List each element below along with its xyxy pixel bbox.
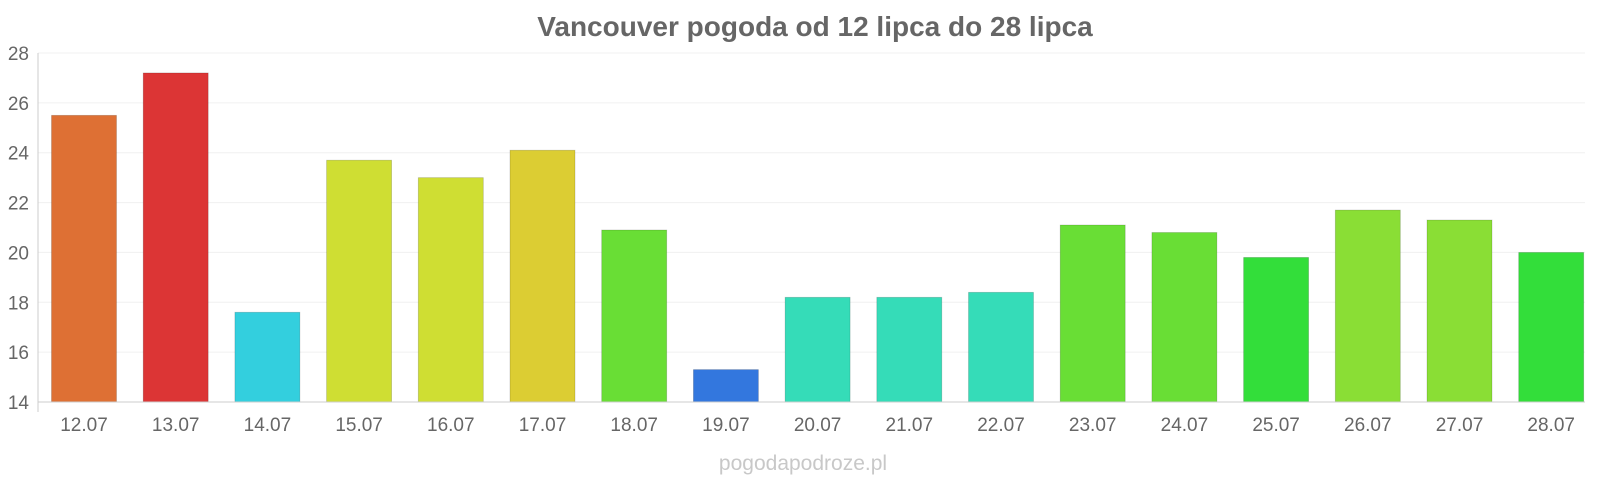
x-tick-label: 26.07	[1344, 415, 1392, 436]
x-tick-label: 12.07	[60, 415, 108, 436]
bar-23.07	[1059, 224, 1126, 403]
x-tick-label: 16.07	[427, 415, 475, 436]
gridlines	[38, 52, 1585, 353]
x-tick-label: 18.07	[610, 415, 658, 436]
y-tick-label: 14	[8, 393, 30, 414]
bar-13.07	[142, 72, 209, 403]
x-tick-label: 28.07	[1527, 415, 1575, 436]
axes	[37, 53, 1585, 412]
x-tick-label: 13.07	[152, 415, 200, 436]
bar-15.07	[326, 159, 393, 403]
bar-26.07	[1334, 209, 1401, 403]
y-tick-label: 22	[8, 194, 29, 215]
x-tick-label: 17.07	[519, 415, 567, 436]
x-tick-label: 15.07	[335, 415, 383, 436]
bar-12.07	[51, 114, 117, 403]
y-tick-label: 26	[8, 94, 29, 115]
bar-28.07	[1518, 252, 1585, 403]
x-tick-label: 25.07	[1252, 415, 1300, 436]
y-tick-label: 16	[8, 343, 29, 364]
x-tick-label: 21.07	[886, 415, 934, 436]
bar-14.07	[234, 311, 301, 403]
bar-20.07	[784, 296, 851, 403]
watermark: pogodapodroze.pl	[719, 452, 887, 475]
bar-21.07	[876, 296, 943, 403]
x-tick-labels: 12.07 13.07 14.07 15.07 16.07 17.07 18.07 19.07…	[60, 415, 1575, 436]
bar-24.07	[1151, 232, 1218, 403]
y-tick-label: 20	[8, 243, 29, 264]
y-tick-labels: 14 16 18 20 22 24 26 28	[8, 44, 30, 414]
bar-22.07	[968, 291, 1034, 403]
bar-19.07	[693, 369, 759, 403]
bar-25.07	[1243, 257, 1309, 403]
bar-27.07	[1426, 219, 1493, 403]
x-tick-label: 27.07	[1436, 415, 1484, 436]
x-tick-label: 20.07	[794, 415, 842, 436]
x-tick-label: 22.07	[977, 415, 1025, 436]
x-tick-label: 14.07	[244, 415, 292, 436]
bar-16.07	[417, 177, 484, 403]
bar-18.07	[601, 229, 668, 403]
y-tick-label: 18	[8, 293, 29, 314]
y-tick-label: 24	[8, 144, 30, 165]
x-tick-label: 23.07	[1069, 415, 1117, 436]
bar-17.07	[509, 149, 576, 403]
x-tick-label: 24.07	[1161, 415, 1209, 436]
chart-title: Vancouver pogoda od 12 lipca do 28 lipca	[537, 11, 1093, 42]
y-tick-label: 28	[8, 44, 29, 65]
x-tick-label: 19.07	[702, 415, 750, 436]
bars	[51, 72, 1585, 403]
